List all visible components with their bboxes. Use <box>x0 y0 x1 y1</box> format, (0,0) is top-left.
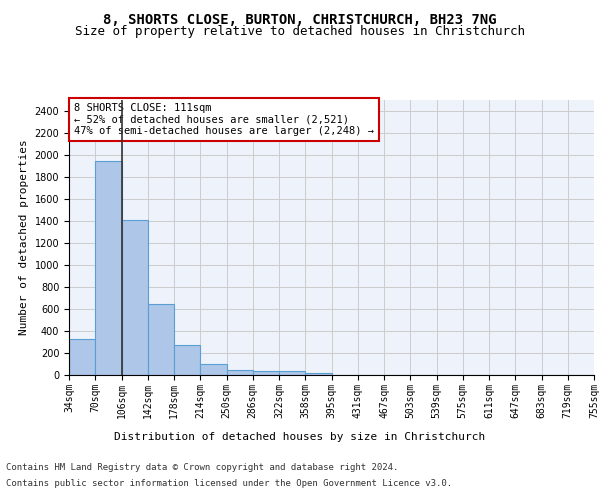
Text: 8, SHORTS CLOSE, BURTON, CHRISTCHURCH, BH23 7NG: 8, SHORTS CLOSE, BURTON, CHRISTCHURCH, B… <box>103 12 497 26</box>
Bar <box>200 364 227 375</box>
Y-axis label: Number of detached properties: Number of detached properties <box>19 140 29 336</box>
Bar <box>253 371 279 375</box>
Text: Size of property relative to detached houses in Christchurch: Size of property relative to detached ho… <box>75 25 525 38</box>
Text: Contains HM Land Registry data © Crown copyright and database right 2024.: Contains HM Land Registry data © Crown c… <box>6 464 398 472</box>
Bar <box>174 346 200 375</box>
Bar <box>305 372 331 375</box>
Bar <box>121 220 148 375</box>
Bar <box>148 304 174 375</box>
Text: 8 SHORTS CLOSE: 111sqm
← 52% of detached houses are smaller (2,521)
47% of semi-: 8 SHORTS CLOSE: 111sqm ← 52% of detached… <box>74 103 374 136</box>
Bar <box>227 370 253 375</box>
Bar <box>95 160 121 375</box>
Text: Contains public sector information licensed under the Open Government Licence v3: Contains public sector information licen… <box>6 478 452 488</box>
Text: Distribution of detached houses by size in Christchurch: Distribution of detached houses by size … <box>115 432 485 442</box>
Bar <box>279 371 305 375</box>
Bar <box>69 339 95 375</box>
